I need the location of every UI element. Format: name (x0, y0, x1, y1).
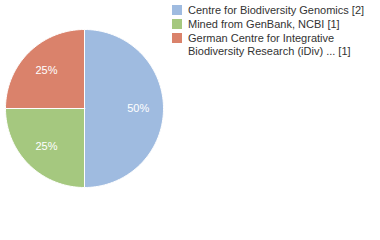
html-text:Mined from GenBank, NCBI [1]: Mined from GenBank, NCBI [1] (188, 18, 340, 30)
html-text:Centre for Biodiversity Genomi: Centre for Biodiversity Genomics [2] (188, 4, 365, 16)
svg-text:25%: 25% (35, 64, 57, 76)
svg-text:50%: 50% (127, 102, 149, 114)
html-text:German Centre for Integrative: German Centre for Integrative Biodiversi… (188, 32, 351, 57)
svg-text:25%: 25% (35, 140, 57, 152)
